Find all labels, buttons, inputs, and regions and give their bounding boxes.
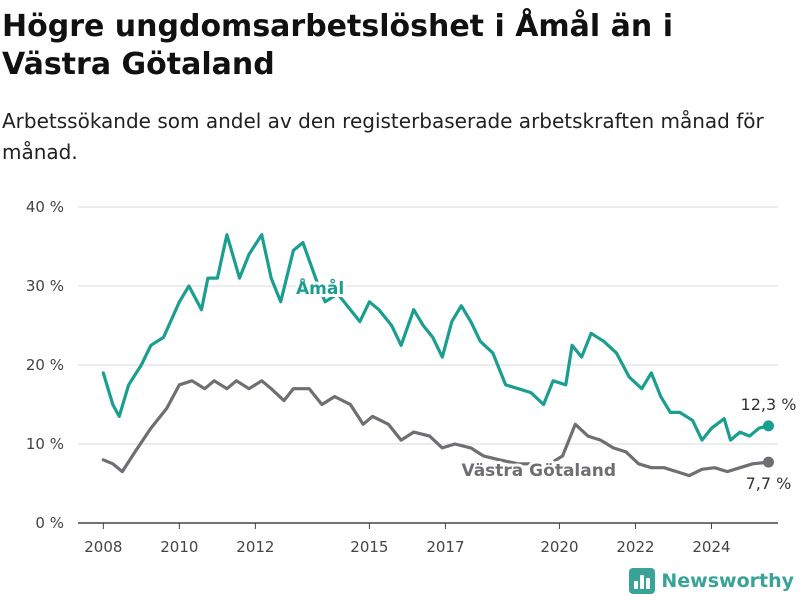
y-tick-label: 40 %: [26, 198, 64, 216]
x-tick-label: 2024: [692, 538, 730, 556]
series-layer: [101, 233, 774, 478]
brand-name: Newsworthy: [661, 570, 794, 592]
y-tick-label: 0 %: [35, 514, 64, 532]
chart-title: Högre ungdomsarbetslöshet i Åmål än i Vä…: [2, 9, 673, 82]
x-tick-label: 2020: [540, 538, 578, 556]
series-line: [101, 379, 771, 478]
x-tick-label: 2010: [160, 538, 198, 556]
x-tick-label: 2022: [616, 538, 654, 556]
grid-layer: [78, 206, 778, 524]
end-point-marker: [762, 420, 774, 432]
series-label: Västra Götaland: [461, 461, 616, 481]
newsworthy-logo: Newsworthy: [629, 568, 794, 594]
series-label-halo: Västra Götaland: [461, 461, 616, 481]
y-tick-label: 30 %: [26, 277, 64, 295]
end-point-marker: [762, 456, 774, 468]
chart-subtitle: Arbetssökande som andel av den registerb…: [2, 109, 764, 164]
bar-chart-icon: [629, 568, 656, 594]
x-tick-label: 2008: [84, 538, 122, 556]
x-tick-label: 2017: [426, 538, 464, 556]
x-tick-label: 2012: [236, 538, 274, 556]
end-value-label: 7,7 %: [746, 474, 792, 493]
y-tick-label: 10 %: [26, 435, 64, 453]
y-tick-label: 20 %: [26, 356, 64, 374]
x-tick-label: 2015: [350, 538, 388, 556]
end-value-label: 12,3 %: [741, 395, 797, 414]
series-line: [101, 233, 771, 442]
series-label: Åmål: [296, 276, 344, 299]
axis-layer: 0 % 10 % 20 % 30 % 40 % 2008 2010 2012 2015 2017 2…: [26, 198, 731, 556]
